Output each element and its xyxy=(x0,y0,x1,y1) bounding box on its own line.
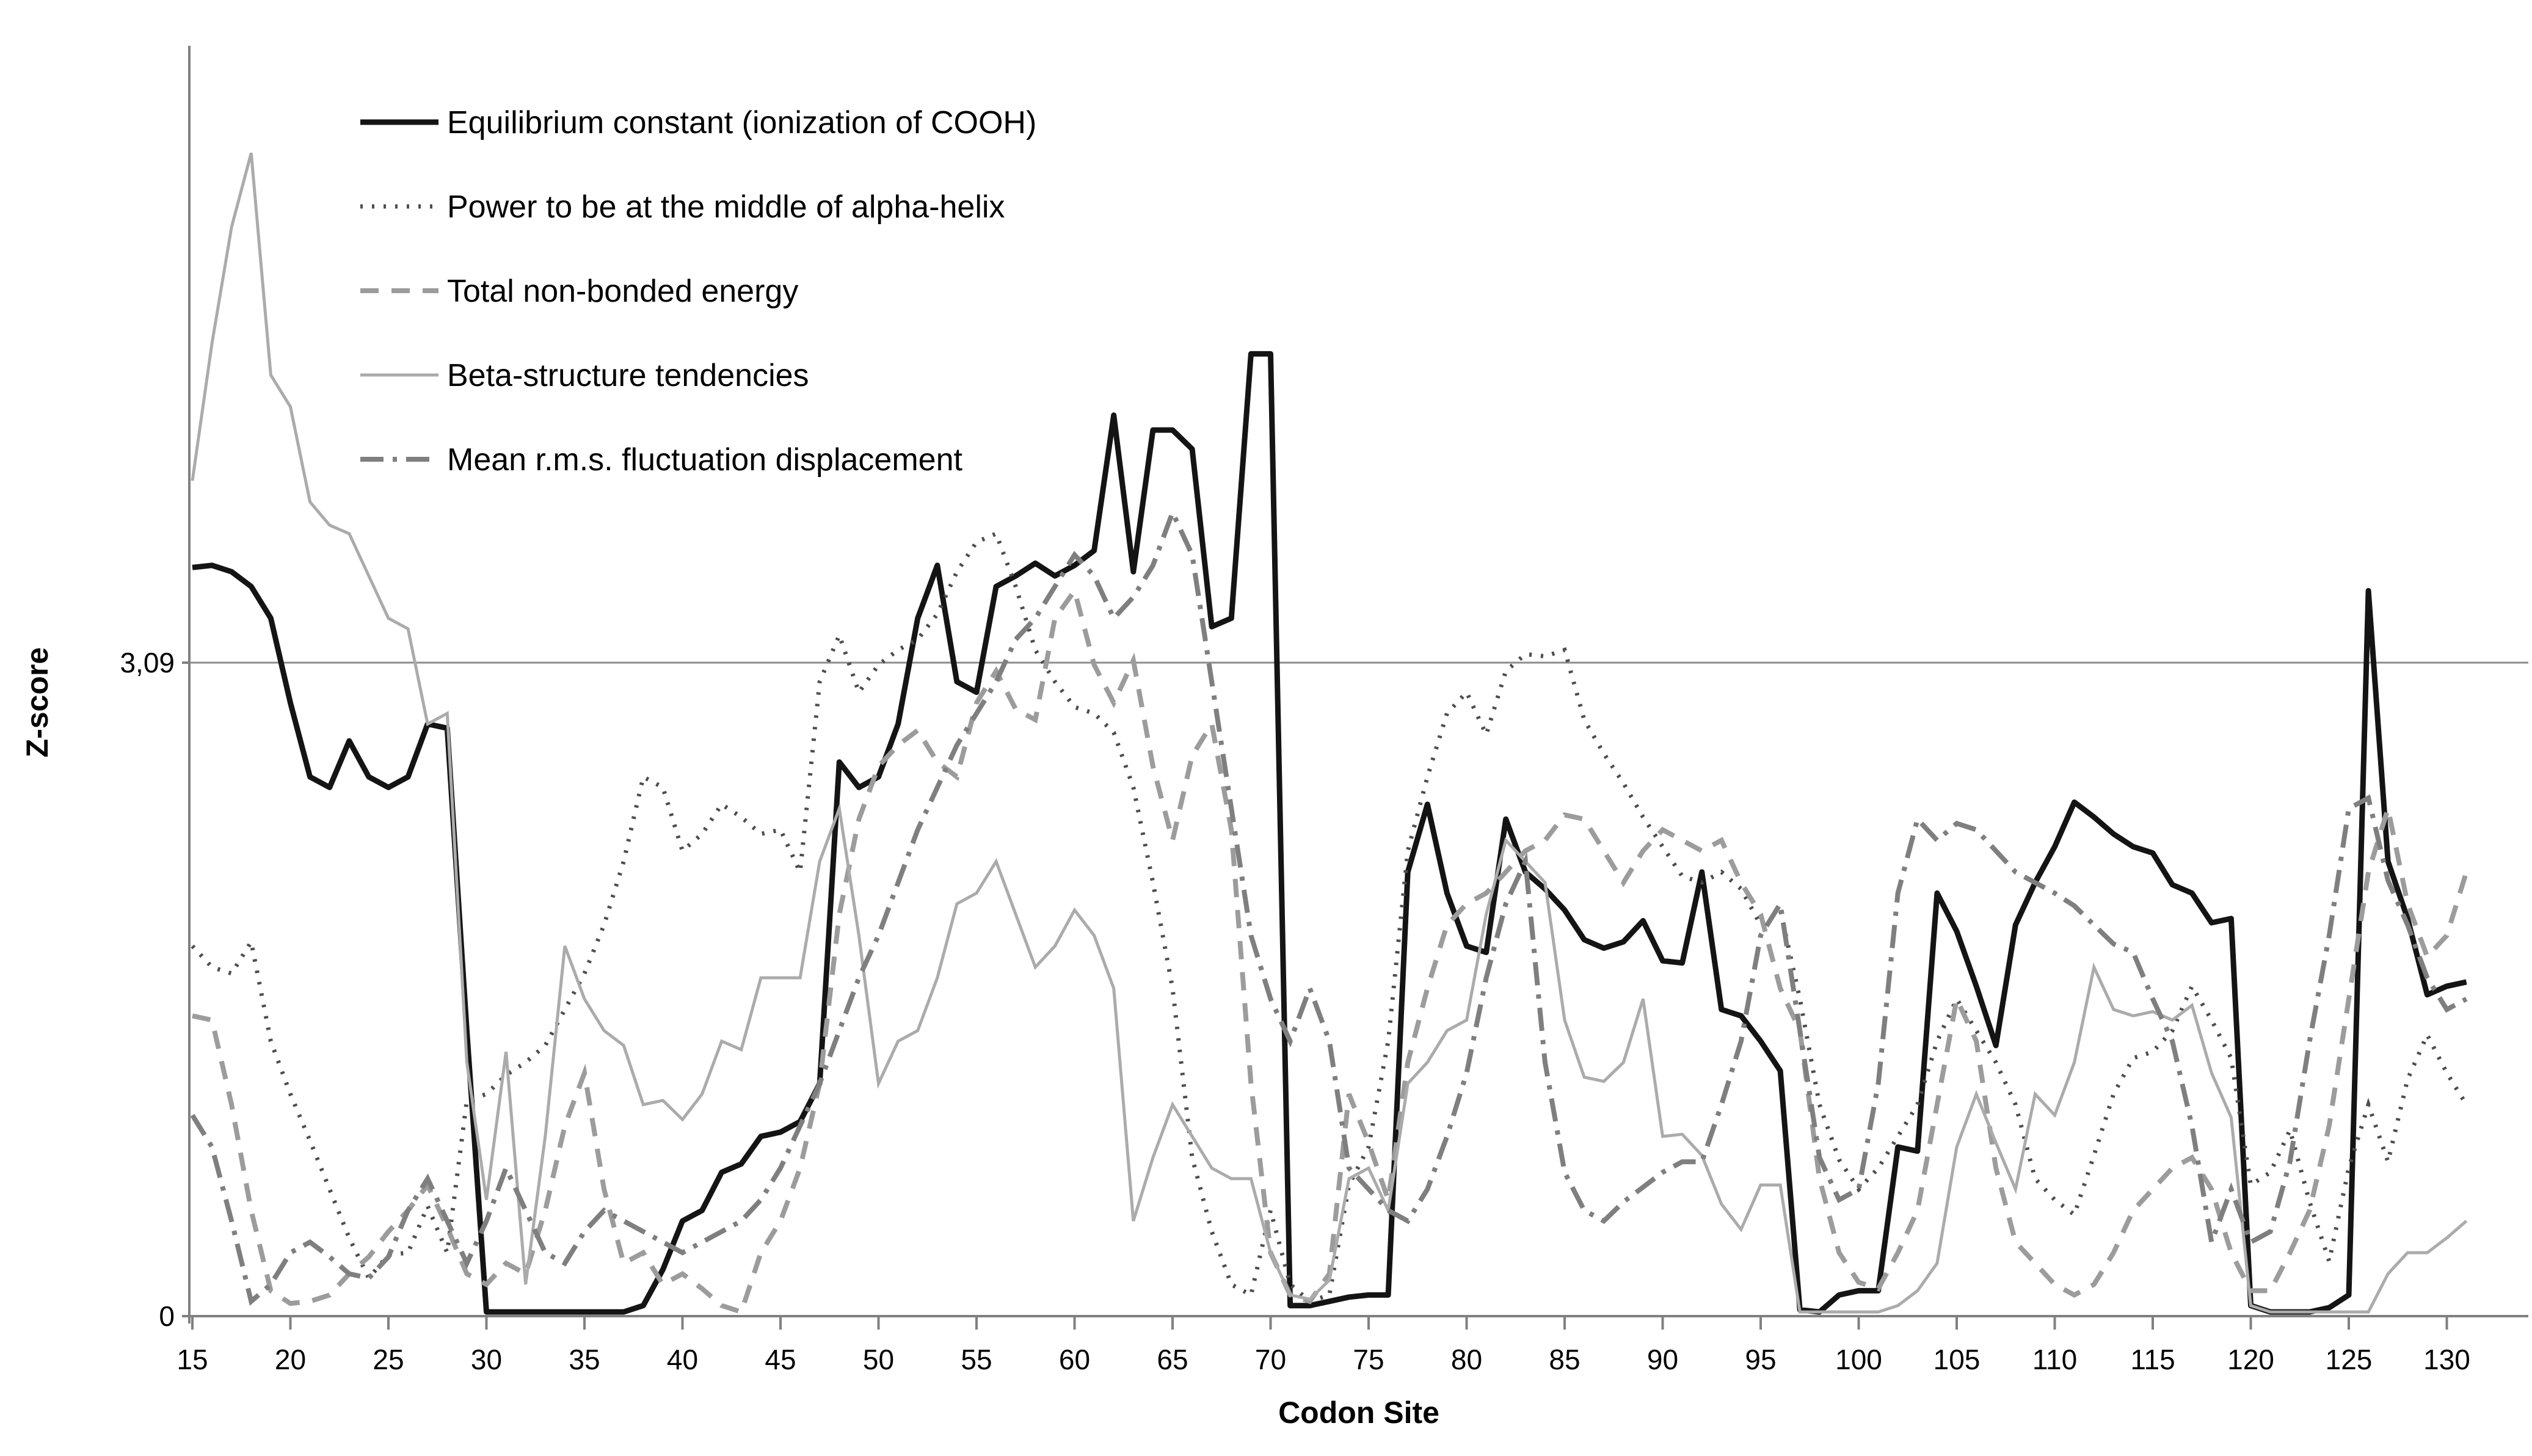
x-tick-label: 55 xyxy=(961,1344,992,1375)
x-tick-label: 70 xyxy=(1255,1344,1286,1375)
x-tick-label: 115 xyxy=(2130,1344,2175,1375)
x-tick-label: 105 xyxy=(1934,1344,1981,1375)
x-tick-label: 30 xyxy=(471,1344,502,1375)
x-tick-label: 35 xyxy=(569,1344,600,1375)
legend-label-total: Total non-bonded energy xyxy=(447,274,798,309)
series-line-power xyxy=(191,531,2468,1304)
legend: Equilibrium constant (ionization of COOH… xyxy=(360,105,1036,478)
legend-item-power: Power to be at the middle of alpha-helix xyxy=(360,189,1005,225)
x-tick-label: 75 xyxy=(1353,1344,1384,1375)
series-line-equilibrium xyxy=(192,351,2467,1315)
x-axis-title: Codon Site xyxy=(1278,1396,1439,1430)
x-tick-label: 25 xyxy=(373,1344,404,1375)
legend-label-power: Power to be at the middle of alpha-helix xyxy=(447,189,1005,225)
x-tick-label: 130 xyxy=(2423,1344,2470,1375)
series-line-beta xyxy=(191,152,2468,1314)
legend-item-equilibrium: Equilibrium constant (ionization of COOH… xyxy=(360,105,1036,140)
series-layer xyxy=(190,152,2469,1316)
x-tick-label: 90 xyxy=(1647,1344,1678,1375)
x-tick-label: 45 xyxy=(765,1344,796,1375)
x-tick-label: 80 xyxy=(1451,1344,1482,1375)
x-tick-label: 50 xyxy=(863,1344,894,1375)
x-tick-label: 65 xyxy=(1157,1344,1188,1375)
axis-layer xyxy=(182,46,2528,1323)
y-tick-label-significance: 3,09 xyxy=(120,647,175,679)
x-tick-label: 95 xyxy=(1745,1344,1776,1375)
legend-item-beta: Beta-structure tendencies xyxy=(360,358,809,393)
legend-item-total: Total non-bonded energy xyxy=(360,274,798,309)
x-tick-label: 20 xyxy=(275,1344,306,1375)
x-tick-label: 120 xyxy=(2227,1344,2274,1375)
y-tick-label-zero: 0 xyxy=(159,1300,175,1332)
x-tick-label: 40 xyxy=(667,1344,698,1375)
legend-label-beta: Beta-structure tendencies xyxy=(447,358,809,393)
x-tick-label: 60 xyxy=(1059,1344,1090,1375)
x-tick-label: 110 xyxy=(2032,1344,2077,1375)
x-tick-label: 85 xyxy=(1549,1344,1580,1375)
y-axis-title: Z-score xyxy=(20,647,54,758)
tick-layer: 15 20 25 30 35 40 45 50 55 60 65 70 75 80 85 90 95 100 105… xyxy=(176,661,2470,1375)
x-tick-label: 15 xyxy=(176,1344,208,1375)
legend-item-mean: Mean r.m.s. fluctuation displacement xyxy=(360,442,963,478)
x-tick-label: 100 xyxy=(1835,1344,1882,1375)
series-line-mean xyxy=(190,506,2468,1306)
legend-label-mean: Mean r.m.s. fluctuation displacement xyxy=(447,442,963,478)
legend-label-equilibrium: Equilibrium constant (ionization of COOH… xyxy=(447,105,1036,140)
x-tick-label: 125 xyxy=(2326,1344,2373,1375)
